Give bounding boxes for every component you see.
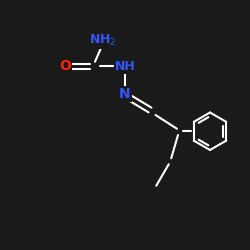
Text: NH$_2$: NH$_2$ — [89, 32, 116, 48]
Text: N: N — [119, 87, 131, 101]
Text: NH: NH — [114, 60, 136, 73]
Text: O: O — [59, 59, 71, 73]
